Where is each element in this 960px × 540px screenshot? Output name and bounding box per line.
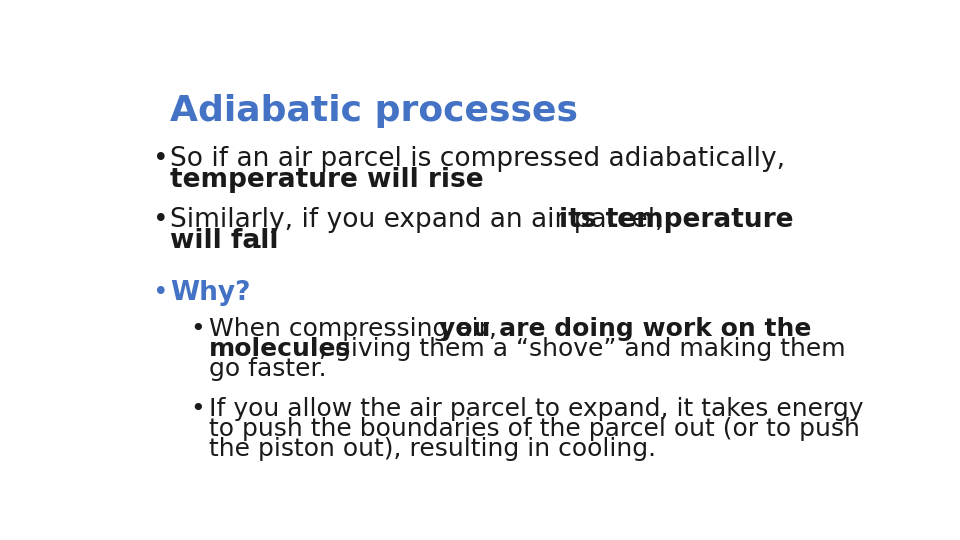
Text: Similarly, if you expand an air parcel,: Similarly, if you expand an air parcel, xyxy=(170,207,672,233)
Text: , giving them a “shove” and making them: , giving them a “shove” and making them xyxy=(320,337,846,361)
Text: •: • xyxy=(153,207,168,233)
Text: •: • xyxy=(190,318,204,341)
Text: will fall: will fall xyxy=(170,228,278,254)
Text: the piston out), resulting in cooling.: the piston out), resulting in cooling. xyxy=(209,437,657,461)
Text: •: • xyxy=(153,280,168,306)
Text: So if an air parcel is compressed adiabatically,: So if an air parcel is compressed adiaba… xyxy=(170,146,785,172)
Text: When compressing air,: When compressing air, xyxy=(209,318,505,341)
Text: If you allow the air parcel to expand, it takes energy: If you allow the air parcel to expand, i… xyxy=(209,397,864,421)
Text: temperature will rise: temperature will rise xyxy=(170,167,484,193)
Text: to push the boundaries of the parcel out (or to push: to push the boundaries of the parcel out… xyxy=(209,417,860,441)
Text: its temperature: its temperature xyxy=(560,207,794,233)
Text: Adiabatic processes: Adiabatic processes xyxy=(170,94,578,128)
Text: Why?: Why? xyxy=(170,280,251,306)
Text: .: . xyxy=(254,228,263,254)
Text: you are doing work on the: you are doing work on the xyxy=(439,318,811,341)
Text: •: • xyxy=(190,397,204,421)
Text: molecules: molecules xyxy=(209,337,351,361)
Text: go faster.: go faster. xyxy=(209,357,326,381)
Text: •: • xyxy=(153,146,168,172)
